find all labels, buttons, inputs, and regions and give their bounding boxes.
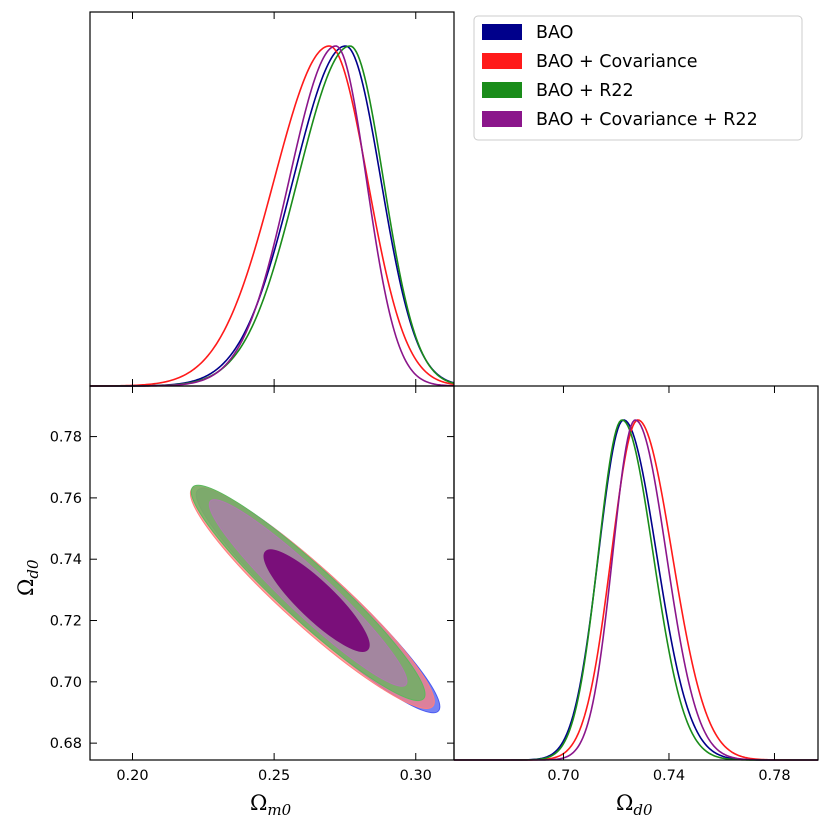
legend-label-bao: BAO — [536, 23, 573, 43]
y-axis-label-omega-d0: Ωd0 — [14, 559, 42, 596]
x-axis-label-omega-m0: Ωm0 — [250, 791, 292, 819]
omega-d0-marginal-xtick-label: 0.74 — [653, 768, 685, 784]
joint-ytick-label: 0.68 — [50, 736, 82, 752]
legend-swatch-bao — [482, 24, 522, 40]
omega-d0-panel-frame — [453, 385, 819, 761]
contour-1sigma-bao-covariance-r22 — [263, 549, 370, 652]
legend: BAO BAO + Covariance BAO + R22 BAO + Covari… — [473, 15, 803, 141]
legend-swatch-bao-covariance — [482, 53, 522, 69]
x-axis-label-omega-m0-base: Ω — [250, 791, 267, 815]
x-axis-label-omega-d0: Ωd0 — [616, 791, 653, 819]
joint-ytick-label: 0.76 — [50, 491, 82, 507]
legend-swatch-bao-r22 — [482, 82, 522, 98]
omega-d0-marginal-xtick-label: 0.70 — [547, 768, 579, 784]
joint-xtick-label: 0.25 — [258, 768, 290, 784]
legend-label-bao-covariance: BAO + Covariance — [536, 52, 698, 72]
legend-frame — [473, 15, 803, 141]
x-axis-label-omega-d0-base: Ω — [616, 791, 633, 815]
omega-m0-curve-bao-covariance — [90, 45, 455, 387]
x-axis-label-omega-d0-sub: d0 — [633, 801, 653, 819]
legend-swatch-bao-covariance-r22 — [482, 111, 522, 127]
joint-xtick-label: 0.30 — [400, 768, 432, 784]
omega-d0-marginal-panel: 0.70 0.74 0.78 — [453, 385, 819, 784]
y-axis-label-omega-d0-sub: d0 — [24, 559, 42, 579]
legend-label-bao-covariance-r22: BAO + Covariance + R22 — [536, 110, 758, 130]
joint-ytick-label: 0.72 — [50, 614, 82, 630]
joint-ytick-label: 0.70 — [50, 675, 82, 691]
x-axis-label-omega-m0-sub: m0 — [267, 801, 291, 819]
joint-contour-panel: 0.20 0.25 0.30 0.68 0.70 0.72 0.74 0.76 0.78 — [50, 385, 455, 784]
joint-ytick-label: 0.74 — [50, 552, 82, 568]
legend-label-bao-r22: BAO + R22 — [536, 81, 634, 101]
joint-xtick-label: 0.20 — [116, 768, 148, 784]
joint-ytick-label: 0.78 — [50, 430, 82, 446]
omega-d0-marginal-xtick-label: 0.78 — [758, 768, 790, 784]
y-axis-label-omega-d0-base: Ω — [14, 579, 38, 596]
